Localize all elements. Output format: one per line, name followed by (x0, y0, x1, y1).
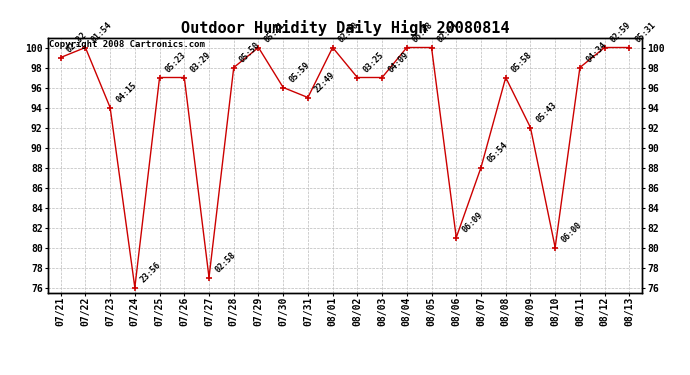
Text: 01:54: 01:54 (90, 21, 114, 45)
Text: 05:31: 05:31 (263, 21, 286, 45)
Text: 02:30: 02:30 (337, 21, 361, 45)
Text: 03:29: 03:29 (188, 51, 213, 75)
Title: Outdoor Humidity Daily High 20080814: Outdoor Humidity Daily High 20080814 (181, 20, 509, 36)
Text: 05:59: 05:59 (287, 61, 311, 85)
Text: 04:15: 04:15 (115, 81, 138, 105)
Text: 05:43: 05:43 (535, 100, 559, 125)
Text: 06:48: 06:48 (411, 21, 435, 45)
Text: Copyright 2008 Cartronics.com: Copyright 2008 Cartronics.com (50, 40, 206, 49)
Text: 04:34: 04:34 (584, 40, 608, 65)
Text: 05:23: 05:23 (164, 51, 188, 75)
Text: 06:09: 06:09 (460, 211, 484, 235)
Text: 02:58: 02:58 (213, 251, 237, 275)
Text: 23:56: 23:56 (139, 261, 163, 285)
Text: 05:54: 05:54 (485, 141, 509, 165)
Text: 22:49: 22:49 (312, 70, 336, 95)
Text: 02:32: 02:32 (65, 31, 89, 55)
Text: 03:25: 03:25 (362, 51, 386, 75)
Text: 04:09: 04:09 (386, 51, 411, 75)
Text: 02:59: 02:59 (609, 21, 633, 45)
Text: 06:00: 06:00 (560, 220, 583, 245)
Text: 05:31: 05:31 (633, 21, 658, 45)
Text: 02:04: 02:04 (435, 21, 460, 45)
Text: 05:50: 05:50 (238, 40, 262, 65)
Text: 05:58: 05:58 (510, 51, 534, 75)
